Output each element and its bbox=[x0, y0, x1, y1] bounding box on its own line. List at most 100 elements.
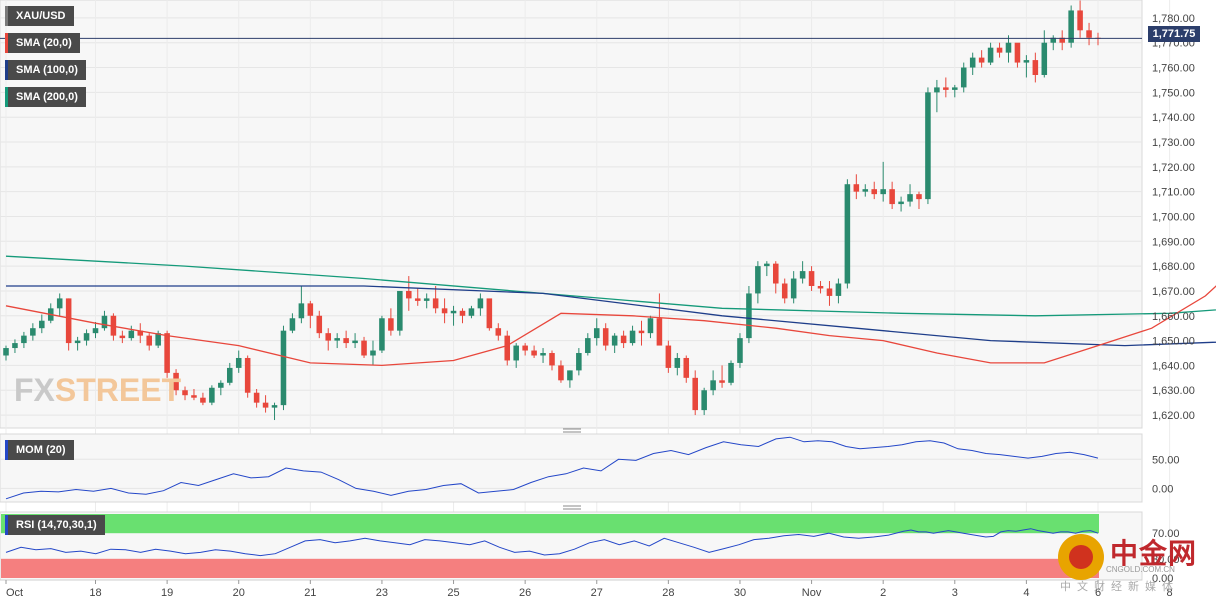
x-tick-label: 18 bbox=[89, 587, 101, 599]
candle-body bbox=[209, 387, 215, 403]
mom-label: MOM (20) bbox=[5, 440, 74, 460]
candle-body bbox=[960, 67, 967, 88]
candle-body bbox=[862, 189, 869, 192]
candle-body bbox=[808, 271, 815, 286]
mom-panel-bg bbox=[0, 433, 1143, 503]
candle-body bbox=[611, 335, 618, 346]
candle-body bbox=[200, 397, 206, 403]
candle-body bbox=[423, 298, 430, 301]
last-price-tag: 1,771.75 bbox=[1148, 26, 1200, 42]
x-tick-label: 30 bbox=[734, 587, 746, 599]
candle-body bbox=[844, 184, 851, 284]
candle-body bbox=[952, 87, 958, 90]
candle-body bbox=[21, 335, 27, 344]
x-tick-label: 2 bbox=[880, 587, 886, 599]
mom-tick-label: 0.00 bbox=[1152, 483, 1173, 495]
x-tick-label: Oct bbox=[6, 587, 23, 599]
rsi-tick-label: 30.00 bbox=[1152, 554, 1180, 566]
x-tick-label: 19 bbox=[161, 587, 173, 599]
candle-body bbox=[1014, 42, 1021, 63]
candle-body bbox=[638, 330, 645, 334]
candle-body bbox=[298, 303, 305, 319]
x-tick-label: 3 bbox=[952, 587, 958, 599]
candle-body bbox=[316, 315, 323, 334]
candle-body bbox=[665, 345, 672, 368]
candle-body bbox=[406, 290, 412, 299]
sma100-label: SMA (100,0) bbox=[5, 60, 86, 80]
candle-body bbox=[728, 362, 734, 383]
candle-body bbox=[128, 330, 135, 339]
y-tick-label: 1,760.00 bbox=[1152, 63, 1195, 75]
candle-body bbox=[674, 357, 681, 368]
candle-body bbox=[746, 293, 752, 339]
candle-body bbox=[540, 353, 546, 356]
candle-body bbox=[235, 357, 242, 368]
rsi-label: RSI (14,70,30,1) bbox=[5, 515, 105, 535]
y-tick-label: 1,710.00 bbox=[1152, 187, 1195, 199]
candle-body bbox=[271, 405, 278, 408]
mom-line bbox=[5, 436, 1099, 500]
x-tick-label: 23 bbox=[376, 587, 388, 599]
candle-body bbox=[191, 395, 197, 398]
y-tick-label: 1,670.00 bbox=[1152, 286, 1195, 298]
candle-body bbox=[56, 298, 63, 309]
x-tick-label: 27 bbox=[591, 587, 603, 599]
candle-body bbox=[978, 57, 985, 63]
candle-body bbox=[889, 189, 895, 205]
candle-body bbox=[1032, 60, 1039, 75]
candle-body bbox=[486, 298, 493, 329]
candle-body bbox=[1050, 37, 1057, 43]
candle-body bbox=[826, 288, 833, 296]
candle-body bbox=[182, 390, 188, 396]
y-tick-label: 1,680.00 bbox=[1152, 261, 1195, 273]
candle-body bbox=[620, 335, 627, 344]
candle-body bbox=[549, 353, 555, 366]
rsi-tick-label: 0.00 bbox=[1152, 573, 1173, 585]
y-tick-label: 1,780.00 bbox=[1152, 13, 1195, 25]
y-tick-label: 1,720.00 bbox=[1152, 162, 1195, 174]
x-tick-label: 25 bbox=[447, 587, 459, 599]
candle-body bbox=[504, 335, 511, 361]
candle-body bbox=[173, 372, 179, 391]
candle-body bbox=[244, 357, 251, 393]
x-tick-label: 20 bbox=[233, 587, 245, 599]
candle-body bbox=[307, 303, 314, 316]
rsi-line bbox=[5, 528, 1099, 557]
candle-body bbox=[164, 333, 170, 373]
y-tick-label: 1,650.00 bbox=[1152, 336, 1195, 348]
candle-body bbox=[388, 318, 394, 331]
candle-body bbox=[853, 184, 860, 192]
x-tick-label: 28 bbox=[662, 587, 674, 599]
candle-body bbox=[719, 380, 725, 383]
candle-body bbox=[468, 308, 475, 316]
sma100-line bbox=[6, 285, 1216, 347]
candle-body bbox=[701, 390, 707, 411]
sma200-label: SMA (200,0) bbox=[5, 87, 86, 107]
candle-body bbox=[969, 57, 976, 68]
candle-body bbox=[737, 338, 743, 363]
candle-body bbox=[65, 298, 72, 344]
candle-body bbox=[522, 345, 528, 351]
candle-body bbox=[397, 290, 403, 331]
candle-body bbox=[513, 345, 519, 361]
candle-body bbox=[1059, 37, 1065, 43]
rsi-oversold-zone bbox=[1, 558, 1099, 578]
candle-body bbox=[1068, 10, 1074, 43]
candle-body bbox=[898, 201, 904, 205]
y-tick-label: 1,660.00 bbox=[1152, 311, 1195, 323]
candle-body bbox=[710, 380, 716, 391]
candle-body bbox=[253, 392, 260, 403]
candle-body bbox=[83, 333, 90, 341]
candle-body bbox=[370, 350, 376, 356]
candle-body bbox=[1041, 42, 1048, 75]
cngold-logo-icon bbox=[1058, 534, 1104, 580]
candle-body bbox=[137, 330, 144, 336]
y-tick-label: 1,740.00 bbox=[1152, 112, 1195, 124]
candle-body bbox=[925, 92, 931, 200]
candle-body bbox=[39, 320, 45, 329]
cngold-logo-url: CNGOLD.COM.CN bbox=[1106, 565, 1175, 574]
sma20-label: SMA (20,0) bbox=[5, 33, 80, 53]
candle-body bbox=[226, 367, 233, 383]
candle-body bbox=[477, 298, 484, 309]
